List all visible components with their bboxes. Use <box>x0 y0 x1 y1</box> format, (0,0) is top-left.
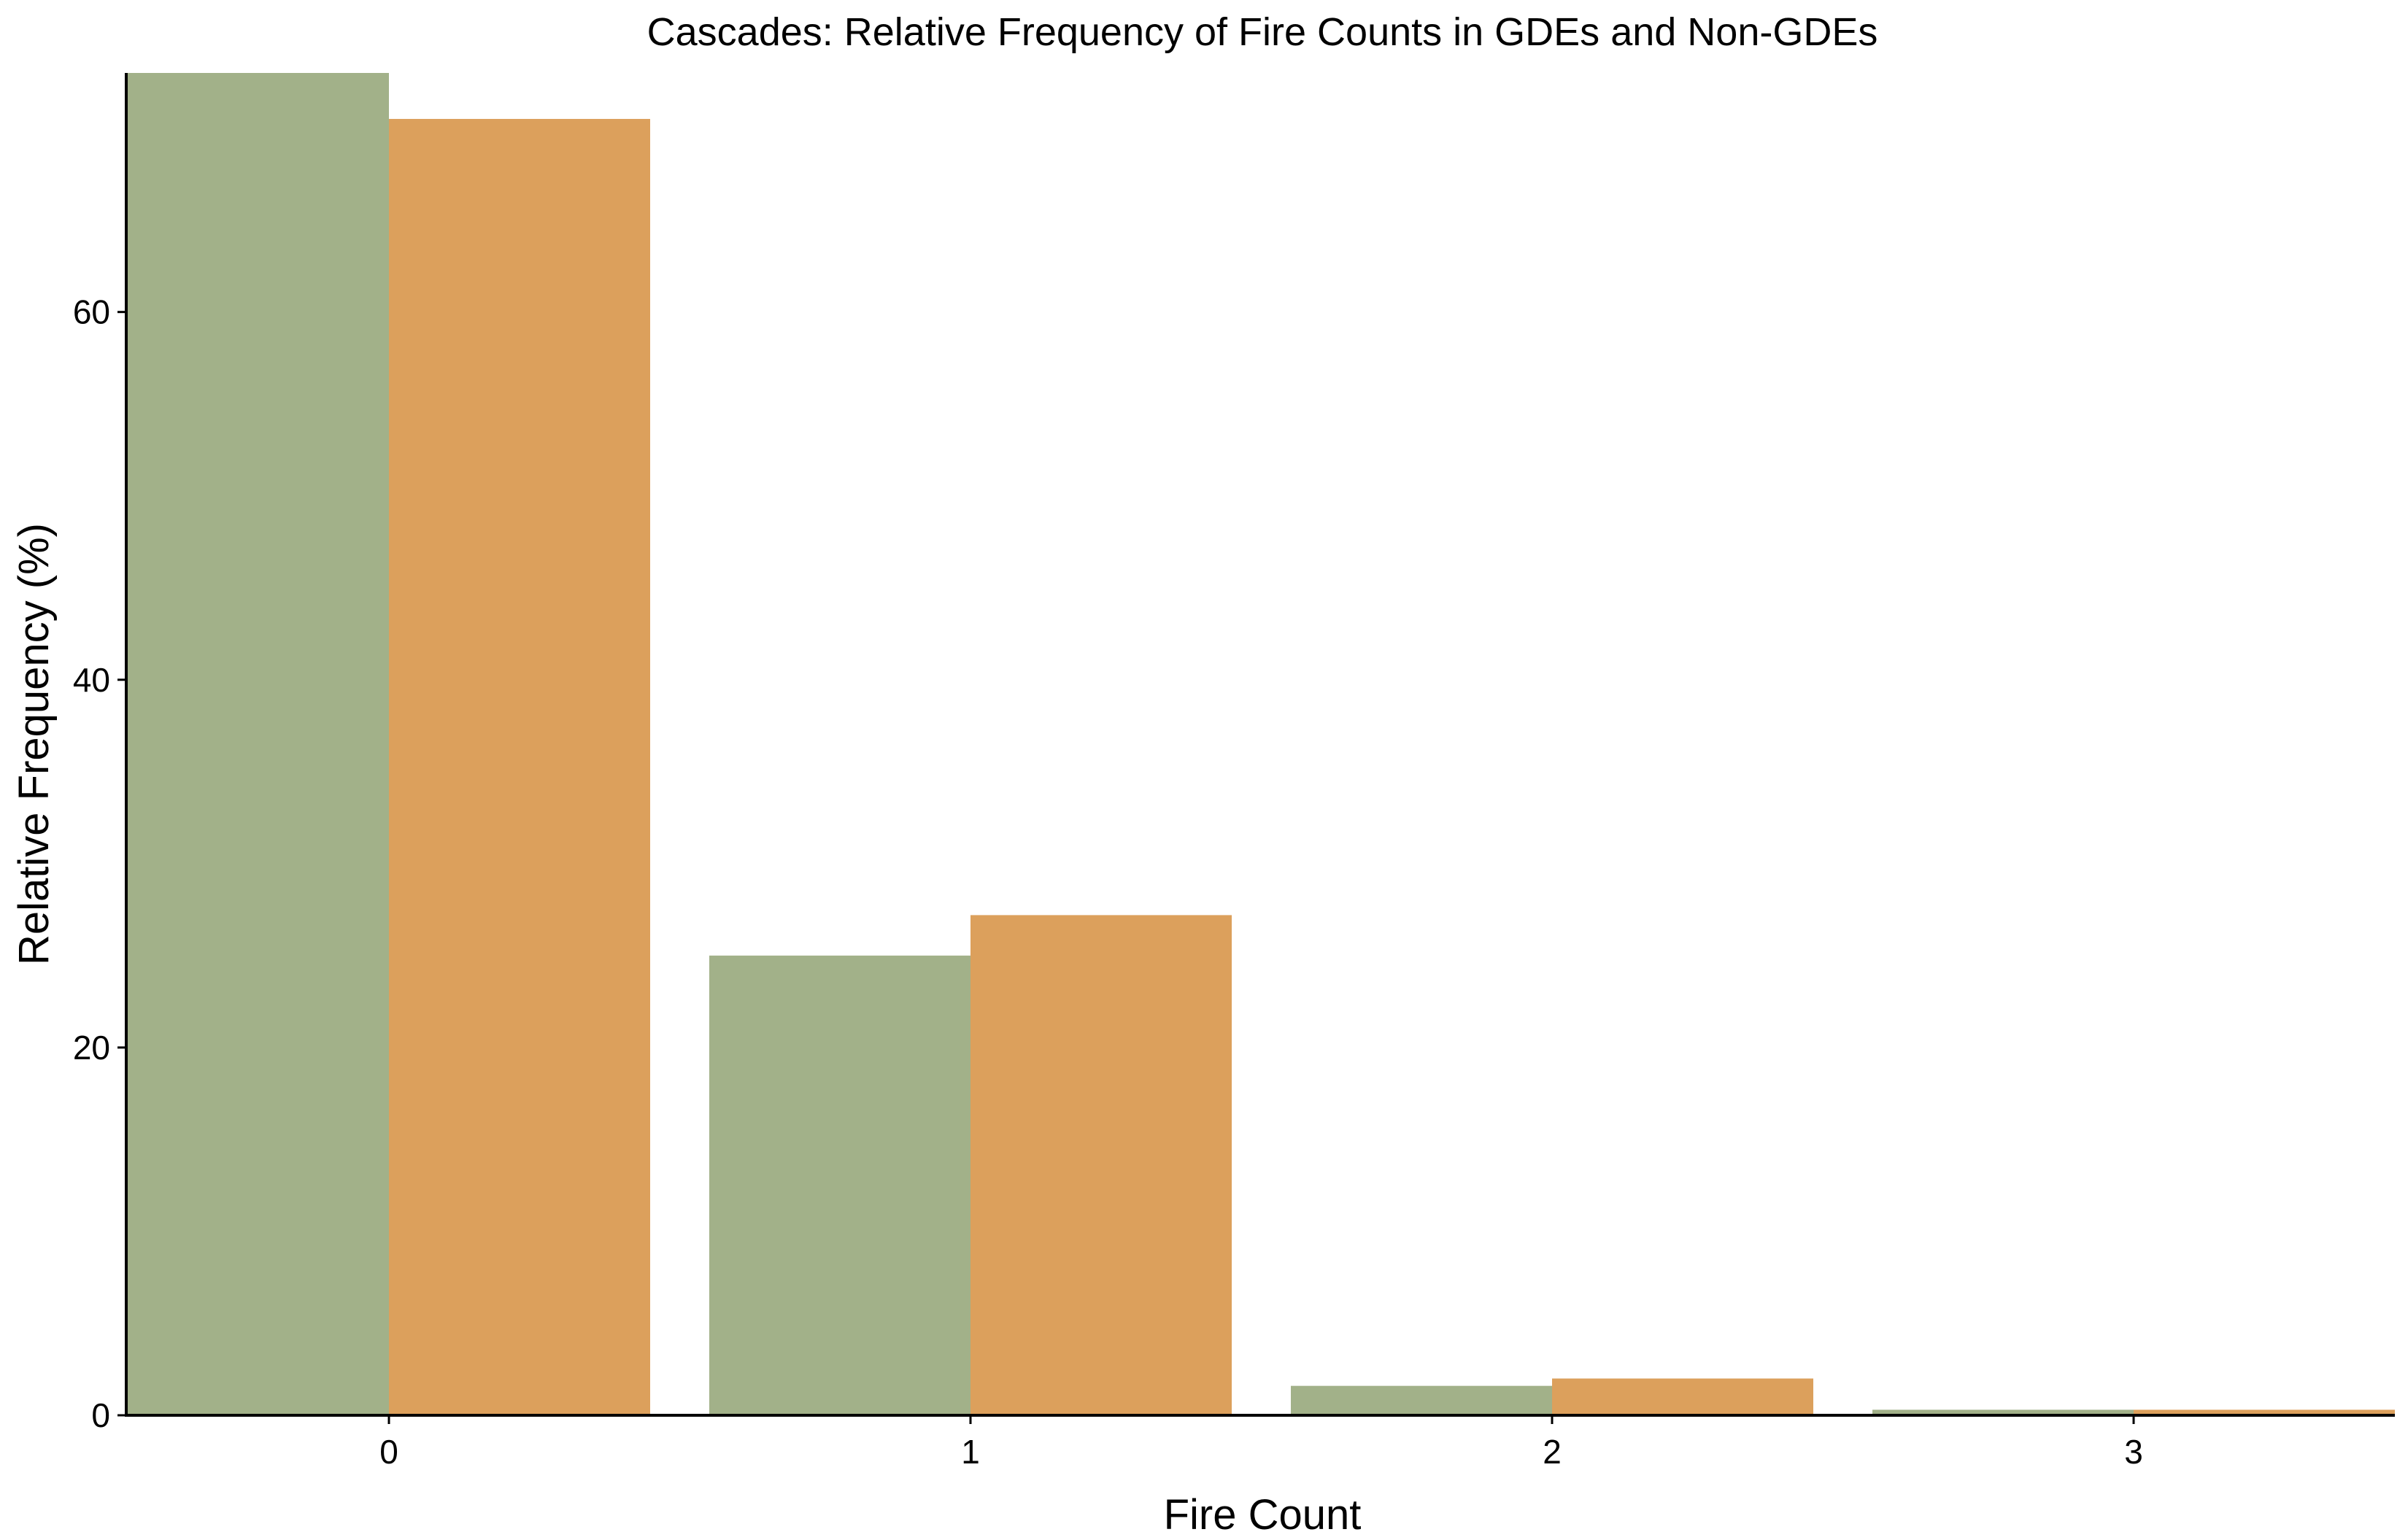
x-tick-label: 1 <box>961 1433 980 1471</box>
bars-group <box>128 73 2395 1416</box>
bar-series-2-category-2 <box>1552 1378 1813 1415</box>
bar-series-2-category-1 <box>970 915 1232 1415</box>
bar-series-2-category-0 <box>389 119 650 1416</box>
x-axis-title: Fire Count <box>1164 1491 1362 1532</box>
y-tick-label: 60 <box>73 293 110 331</box>
bar-series-1-category-0 <box>128 73 389 1415</box>
bar-series-1-category-3 <box>1872 1409 2134 1415</box>
y-tick-label: 0 <box>91 1396 110 1434</box>
chart-title: Cascades: Relative Frequency of Fire Cou… <box>647 10 1878 54</box>
y-axis-title: Relative Frequency (%) <box>10 523 58 965</box>
x-tick-label: 2 <box>1543 1433 1562 1471</box>
bar-series-1-category-1 <box>709 955 970 1415</box>
y-tick-label: 40 <box>73 661 110 699</box>
x-ticks-group: 0 1 2 3 <box>379 1415 2143 1471</box>
x-tick-label: 3 <box>2124 1433 2143 1471</box>
y-ticks-group: 0 20 40 60 <box>73 293 126 1434</box>
bar-series-1-category-2 <box>1291 1385 1552 1415</box>
x-tick-label: 0 <box>379 1433 398 1471</box>
y-tick-label: 20 <box>73 1029 110 1067</box>
bar-series-2-category-3 <box>2134 1409 2395 1415</box>
